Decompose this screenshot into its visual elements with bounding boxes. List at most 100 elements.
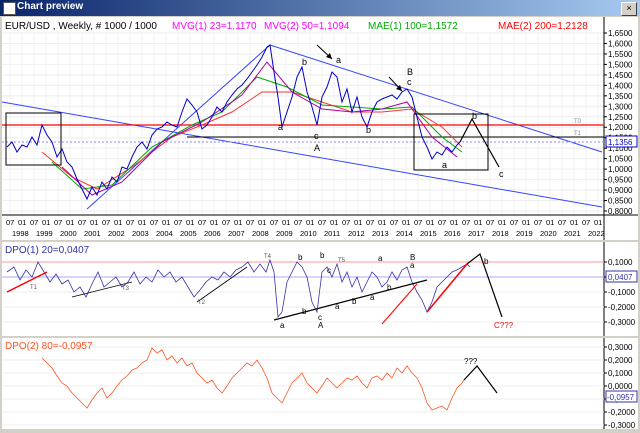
- chart-header: EUR/USD , Weekly, # 1000 / 1000: [5, 21, 157, 32]
- x-year-label: 2017: [468, 229, 485, 238]
- title-bar: Chart preview ×: [0, 0, 640, 16]
- forecast-line: [459, 117, 500, 168]
- dpo1-b6: b: [484, 257, 489, 266]
- dpo1-a5: a: [280, 321, 285, 330]
- price-chart-panel[interactable]: EUR/USD , Weekly, # 1000 / 1000 MVG(1) 2…: [1, 17, 638, 240]
- x-year-label: 2022: [588, 229, 605, 238]
- x-month-label: 01: [498, 218, 506, 227]
- dpo1-t3: T3: [122, 286, 130, 292]
- indicator-mvg1: MVG(1) 23=1,1170: [172, 21, 257, 32]
- dpo1-b2: b: [320, 251, 325, 260]
- dpo1-b3: b: [387, 283, 392, 292]
- dpo2-panel[interactable]: DPO(2) 80=-0,0957 ??? 0,3000 0,2000 0,1000…: [2, 338, 638, 430]
- x-month-label: 01: [546, 218, 554, 227]
- x-month-label: 01: [330, 218, 338, 227]
- dpo2-annotation: ???: [464, 357, 478, 366]
- x-year-label: 2012: [348, 229, 365, 238]
- annotation-a3: a: [442, 160, 447, 170]
- dpo1-b4: b: [352, 297, 357, 306]
- dpo2-y-tick: 0,2000: [608, 356, 633, 365]
- dpo1-A: A: [318, 321, 324, 330]
- highlight-box-left: [5, 112, 62, 166]
- dpo2-y-tick: 0,0000: [608, 382, 633, 391]
- x-month-label: 01: [234, 218, 242, 227]
- dpo1-b5: b: [302, 307, 307, 316]
- dpo2-header: DPO(2) 80=-0,0957: [5, 341, 93, 352]
- annotation-B: B: [407, 67, 413, 77]
- annotation-c: c: [314, 131, 319, 141]
- x-month-label: 07: [486, 218, 494, 227]
- x-month-label: 07: [534, 218, 542, 227]
- x-month-label: 07: [558, 218, 566, 227]
- price-y-tick: 1,3000: [608, 102, 633, 111]
- x-year-label: 2013: [372, 229, 389, 238]
- x-year-label: 2001: [84, 229, 101, 238]
- x-year-label: 2015: [420, 229, 437, 238]
- annotation-c2: c: [407, 77, 412, 87]
- x-year-label: 2011: [324, 229, 340, 238]
- x-month-label: 07: [582, 218, 590, 227]
- channel-lower: [1, 101, 603, 208]
- price-y-tick: 0,9500: [608, 176, 633, 185]
- x-month-label: 07: [102, 218, 110, 227]
- x-month-label: 07: [54, 218, 62, 227]
- dpo2-line: [41, 347, 465, 411]
- x-month-label: 01: [522, 218, 530, 227]
- price-y-tick: 1,2000: [608, 123, 633, 132]
- x-year-label: 2018: [492, 229, 509, 238]
- x-year-label: 2002: [108, 229, 125, 238]
- window-title: Chart preview: [17, 1, 84, 12]
- annotation-t1: T1: [574, 131, 582, 137]
- x-month-label: 01: [474, 218, 482, 227]
- x-month-label: 07: [294, 218, 302, 227]
- dpo1-red-trend-left: [6, 271, 48, 293]
- x-month-label: 07: [126, 218, 134, 227]
- x-month-label: 01: [282, 218, 290, 227]
- price-y-tick: 1,2500: [608, 113, 633, 122]
- dpo2-value-label: -0,0957: [607, 393, 635, 402]
- dpo1-y-tick: 0,1000: [608, 258, 633, 267]
- x-year-label: 2019: [516, 229, 533, 238]
- x-month-label: 01: [594, 218, 602, 227]
- x-month-label: 07: [342, 218, 350, 227]
- annotation-A: A: [314, 143, 320, 153]
- price-y-tick: 1,4000: [608, 81, 633, 90]
- x-month-label: 01: [426, 218, 434, 227]
- x-month-label: 07: [198, 218, 206, 227]
- x-month-label: 01: [114, 218, 122, 227]
- x-month-label: 07: [270, 218, 278, 227]
- price-y-tick: 1,3500: [608, 92, 633, 101]
- x-year-label: 2005: [180, 229, 197, 238]
- x-year-label: 1999: [36, 229, 53, 238]
- dpo1-a3: a: [370, 293, 375, 302]
- dpo1-c: c: [327, 266, 331, 275]
- dpo1-a4: a: [335, 302, 340, 311]
- indicator-mae2: MAE(2) 200=1,2128: [498, 21, 588, 32]
- dpo1-t5: T5: [338, 258, 346, 264]
- x-month-label: 07: [390, 218, 398, 227]
- price-y-tick: 1,6000: [608, 39, 633, 48]
- close-button[interactable]: ×: [621, 2, 637, 16]
- annotation-t0: T0: [574, 119, 582, 125]
- x-year-label: 2009: [276, 229, 293, 238]
- dpo2-y-tick: 0,3000: [608, 343, 633, 352]
- mvg-line: [61, 61, 458, 196]
- price-y-tick: 1,5000: [608, 60, 633, 69]
- dpo1-red-trend-right: [426, 263, 468, 313]
- x-month-label: 07: [222, 218, 230, 227]
- annotation-c3: c: [499, 169, 504, 179]
- dpo2-chart: DPO(2) 80=-0,0957 ??? 0,3000 0,2000 0,1000…: [2, 338, 638, 430]
- dpo1-panel[interactable]: DPO(1) 20=0,0407 T1 T3 T2 T4 T5 b b a B …: [2, 242, 638, 336]
- x-year-label: 2008: [252, 229, 269, 238]
- x-year-label: 1998: [12, 229, 29, 238]
- x-month-label: 01: [258, 218, 266, 227]
- indicator-mvg2: MVG(2) 50=1,1094: [264, 21, 350, 32]
- x-month-label: 01: [186, 218, 194, 227]
- dpo2-y-tick: -0,2000: [608, 408, 636, 417]
- x-month-label: 01: [66, 218, 74, 227]
- dpo1-black-trend: [273, 279, 428, 321]
- x-year-label: 2006: [204, 229, 221, 238]
- mae1-line: [51, 76, 463, 190]
- x-month-label: 07: [438, 218, 446, 227]
